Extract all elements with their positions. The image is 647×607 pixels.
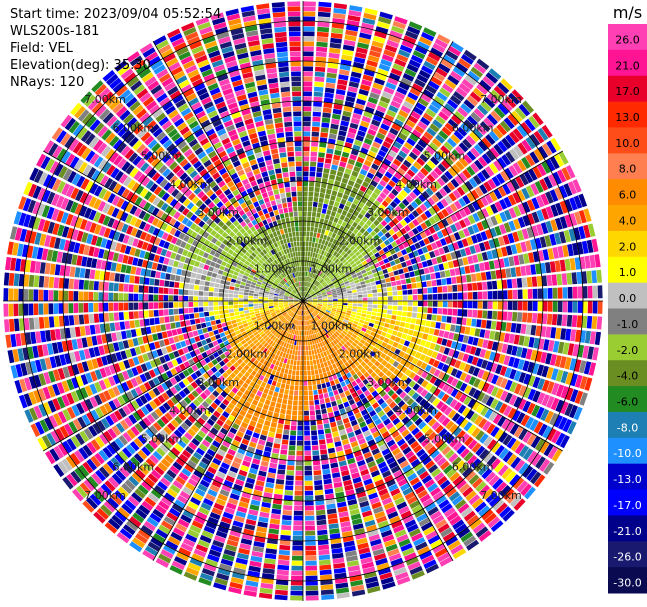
colorbar-bin (608, 49, 647, 77)
colorbar-bin (608, 127, 647, 154)
colorbar-tick-label: 6.0 (619, 189, 637, 202)
colorbar-tick-label: 26.0 (615, 33, 640, 46)
colorbar-bin (608, 205, 647, 232)
colorbar-tick-label: -4.0 (617, 370, 638, 383)
colorbar-bin (608, 230, 647, 258)
radial-line (302, 150, 564, 302)
gate-cells (10, 3, 593, 599)
colorbar: 26.0 21.0 17.0 13.0 10.0 8.0 6.0 4.0 2.0 1.0 0.0 -1… (608, 3, 647, 594)
colorbar-tick-label: 21.0 (615, 59, 640, 72)
ring-label: 4.00km (169, 404, 211, 417)
ring-label: 3.00km (367, 206, 409, 219)
colorbar-tick-label: 1.0 (619, 266, 637, 279)
ring-label: 5.00km (424, 432, 466, 445)
colorbar-bin (608, 386, 647, 413)
colorbar-tick-label: -6.0 (617, 395, 638, 408)
elevation-label: Elevation(deg): 35.30 (10, 58, 151, 73)
ring-label: 6.00km (452, 121, 494, 134)
ring-label: 2.00km (226, 234, 268, 247)
ring-label: 5.00km (424, 150, 466, 163)
colorbar-bin (608, 463, 647, 491)
colorbar-bin (608, 153, 647, 180)
ring-label: 6.00km (113, 461, 155, 474)
instrument-label: WLS200s-181 (10, 24, 100, 39)
ring-label: 4.00km (395, 404, 437, 417)
ring-label: 3.00km (197, 376, 239, 389)
colorbar-tick-label: 4.0 (619, 214, 637, 227)
colorbar-tick-label: 8.0 (619, 163, 637, 176)
ring-label: 2.00km (226, 348, 268, 361)
colorbar-bin (608, 489, 647, 516)
colorbar-tick-label: -2.0 (617, 344, 638, 357)
ring-label: 1.00km (310, 263, 352, 276)
colorbar-tick-label: 10.0 (615, 137, 640, 150)
colorbar-bin (608, 360, 647, 387)
colorbar-bin (608, 75, 647, 103)
colorbar-tick-label: -10.0 (613, 447, 641, 460)
ring-label: 7.00km (84, 93, 126, 106)
colorbar-bin (608, 308, 647, 335)
ring-label: 3.00km (367, 376, 409, 389)
colorbar-bin (608, 334, 647, 361)
ring-label: 6.00km (452, 461, 494, 474)
colorbar-tick-label: 13.0 (615, 111, 640, 124)
colorbar-tick-label: 2.0 (619, 240, 637, 253)
ring-label: 4.00km (169, 178, 211, 191)
colorbar-tick-label: 0.0 (619, 292, 637, 305)
ring-label: 2.00km (339, 234, 381, 247)
ring-label: 7.00km (480, 93, 522, 106)
colorbar-tick-label: -17.0 (613, 499, 641, 512)
ring-label: 3.00km (197, 206, 239, 219)
radial-line (302, 300, 564, 452)
colorbar-tick-label: -8.0 (617, 421, 638, 434)
radial-line (152, 40, 304, 302)
colorbar-bin (608, 411, 647, 439)
colorbar-tick-label: 17.0 (615, 85, 640, 98)
colorbar-tick-label: -30.0 (613, 577, 641, 590)
ring-label: 4.00km (395, 178, 437, 191)
ring-label: 7.00km (84, 489, 126, 502)
colorbar-bin (608, 24, 647, 51)
colorbar-bin (608, 179, 647, 206)
colorbar-bin (608, 256, 647, 284)
colorbar-tick-label: -26.0 (613, 551, 641, 564)
ring-label: 5.00km (141, 150, 183, 163)
radial-line (42, 150, 304, 302)
ring-label: 7.00km (480, 489, 522, 502)
colorbar-bin (608, 567, 647, 594)
colorbar-bin (608, 541, 647, 568)
ppi-plot: 1.00km 2.00km 3.00km 4.00km 5.00km 6.00km 7.00… (3, 1, 603, 601)
colorbar-tick-label: -21.0 (613, 525, 641, 538)
colorbar-bin (608, 101, 647, 128)
plot-info: Start time: 2023/09/04 05:52:54 WLS200s-… (10, 6, 221, 91)
start-time-label: Start time: 2023/09/04 05:52:54 (10, 7, 222, 22)
colorbar-bin (608, 515, 647, 542)
colorbar-tick-label: -13.0 (613, 473, 641, 486)
ring-label: 6.00km (113, 121, 155, 134)
ring-label: 1.00km (254, 263, 296, 276)
colorbar-bin (608, 282, 647, 309)
nrays-label: NRays: 120 (10, 75, 85, 90)
ring-label: 2.00km (339, 348, 381, 361)
radial-line (302, 300, 454, 562)
ring-label: 1.00km (254, 319, 296, 332)
gate-cells (22, 10, 603, 597)
colorbar-tick-label: -1.0 (617, 318, 638, 331)
radial-line (302, 40, 454, 302)
colorbar-bin (608, 437, 647, 465)
ring-label: 5.00km (141, 432, 183, 445)
radial-line (42, 300, 304, 452)
field-label: Field: VEL (10, 41, 73, 56)
colorbar-unit: m/s (613, 3, 642, 22)
radial-line (152, 300, 304, 562)
ring-label: 1.00km (310, 319, 352, 332)
